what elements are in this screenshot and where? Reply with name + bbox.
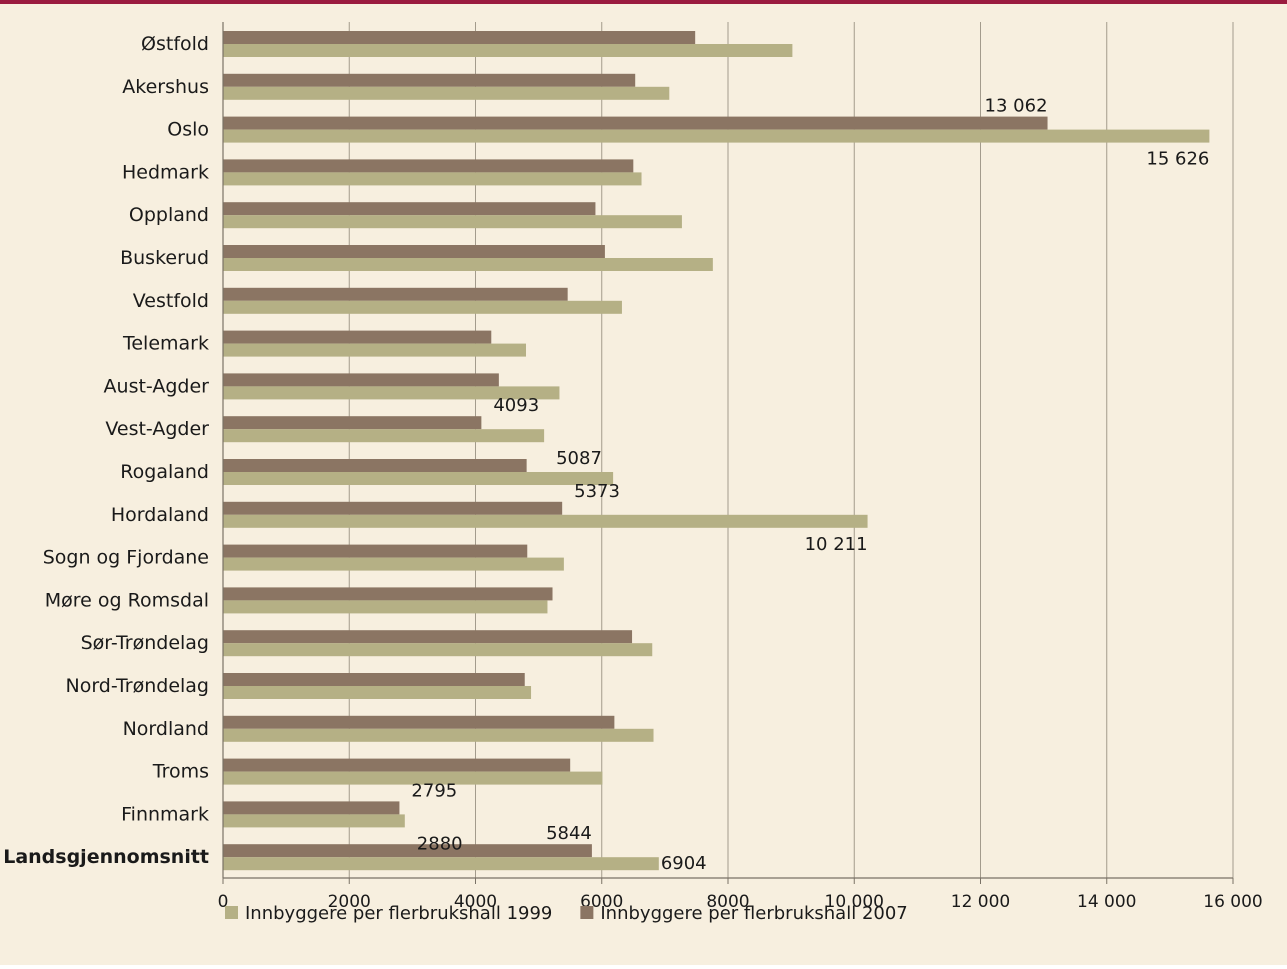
bar-rogaland-1999 <box>223 472 614 485</box>
bar-nord-trondelag-2007 <box>223 673 525 686</box>
category-label-nordland: Nordland <box>123 718 209 740</box>
category-label-telemark: Telemark <box>122 333 209 355</box>
category-label-oslo: Oslo <box>167 119 209 141</box>
data-label-finnmark-1999: 2880 <box>417 833 463 854</box>
bar-telemark-1999 <box>223 343 526 357</box>
bar-aust-agder-1999 <box>223 386 560 400</box>
category-label-finnmark: Finnmark <box>121 803 209 825</box>
bar-oslo-2007 <box>223 116 1048 130</box>
data-label-landsgjennomsnitt-2007: 5844 <box>546 823 592 844</box>
legend-label-2007: Innbyggere per flerbrukshall 2007 <box>600 903 907 924</box>
bar-sogn-og-fjordane-1999 <box>223 557 564 571</box>
x-tick-label: 4000 <box>454 892 497 912</box>
bar-hordaland-1999 <box>223 514 868 528</box>
bar-buskerud-1999 <box>223 258 713 271</box>
category-label-vest-agder: Vest-Agder <box>105 418 209 440</box>
data-label-landsgjennomsnitt-1999: 6904 <box>661 853 707 874</box>
bar-telemark-2007 <box>223 330 492 344</box>
bar-hordaland-2007 <box>223 501 563 515</box>
category-label-aust-agder: Aust-Agder <box>104 375 210 397</box>
category-label-nord-trondelag: Nord-Trøndelag <box>65 675 209 697</box>
bar-sor-trondelag-1999 <box>223 643 653 657</box>
data-label-hordaland-1999: 10 211 <box>805 534 868 555</box>
bar-vest-agder-2007 <box>223 416 482 430</box>
category-label-troms: Troms <box>152 761 209 783</box>
bar-hedmark-1999 <box>223 172 642 186</box>
x-tick-label: 0 <box>218 892 229 912</box>
bar-finnmark-2007 <box>223 801 400 815</box>
bars <box>223 31 1210 871</box>
bar-oppland-1999 <box>223 215 682 229</box>
data-label-hordaland-2007: 5373 <box>574 481 620 502</box>
category-label-vestfold: Vestfold <box>133 290 209 312</box>
legend-swatch-2007 <box>580 906 594 919</box>
bar-vestfold-1999 <box>223 300 622 314</box>
x-tick-label: 12 000 <box>951 892 1010 912</box>
data-label-finnmark-2007: 2795 <box>411 780 457 801</box>
bar-buskerud-2007 <box>223 245 605 258</box>
x-tick-label: 14 000 <box>1077 892 1136 912</box>
bar-akershus-1999 <box>223 86 670 100</box>
bar-landsgjennomsnitt-1999 <box>223 857 659 871</box>
category-label-oppland: Oppland <box>129 204 209 226</box>
bar-troms-2007 <box>223 758 571 772</box>
bar-aust-agder-2007 <box>223 373 499 387</box>
bar-rogaland-2007 <box>223 459 527 472</box>
category-label-landsgjennomsnitt: Landsgjennomsnitt <box>3 846 209 868</box>
data-label-oslo-1999: 15 626 <box>1146 149 1209 170</box>
category-label-ostfold: Østfold <box>141 33 209 55</box>
category-label-hordaland: Hordaland <box>111 504 209 526</box>
bar-ostfold-1999 <box>223 44 793 57</box>
x-axis: 0 2000 4000 6000 8000 10 000 12 000 14 000 16 00… <box>218 22 1263 912</box>
category-label-more-og-romsdal: Møre og Romsdal <box>45 589 209 611</box>
bar-more-og-romsdal-2007 <box>223 587 553 601</box>
bar-akershus-2007 <box>223 73 636 87</box>
bar-vest-agder-1999 <box>223 429 545 443</box>
category-labels: Østfold Akershus Oslo Hedmark Oppland Buskeru… <box>3 33 209 868</box>
bar-more-og-romsdal-1999 <box>223 600 548 614</box>
gridlines <box>348 22 1234 878</box>
bar-ostfold-2007 <box>223 31 696 44</box>
bar-sor-trondelag-2007 <box>223 630 633 644</box>
legend-swatch-1999 <box>225 906 238 919</box>
bar-nordland-1999 <box>223 728 654 742</box>
category-label-sor-trondelag: Sør-Trøndelag <box>81 632 209 654</box>
bar-oslo-1999 <box>223 129 1210 143</box>
data-label-oslo-2007: 13 062 <box>985 96 1048 117</box>
x-tick-label: 8000 <box>706 892 749 912</box>
bar-nordland-2007 <box>223 715 615 729</box>
bar-troms-1999 <box>223 771 603 785</box>
bar-vestfold-2007 <box>223 287 568 301</box>
x-tick-label: 10 000 <box>825 892 884 912</box>
x-tick-label: 16 000 <box>1203 892 1262 912</box>
bar-hedmark-2007 <box>223 159 634 173</box>
bar-oppland-2007 <box>223 202 596 216</box>
data-label-vest-agder-2007: 4093 <box>493 395 539 416</box>
bar-finnmark-1999 <box>223 814 405 828</box>
bar-sogn-og-fjordane-2007 <box>223 544 528 558</box>
bar-chart: 0 2000 4000 6000 8000 10 000 12 000 14 000 16 00… <box>3 22 1263 924</box>
data-label-vest-agder-1999: 5087 <box>556 448 602 469</box>
category-label-hedmark: Hedmark <box>122 161 209 183</box>
category-label-sogn-og-fjordane: Sogn og Fjordane <box>43 547 209 569</box>
legend-label-1999: Innbyggere per flerbrukshall 1999 <box>245 903 552 924</box>
category-label-akershus: Akershus <box>122 76 209 98</box>
bar-landsgjennomsnitt-2007 <box>223 844 592 858</box>
x-tick-label: 2000 <box>328 892 371 912</box>
data-labels: 13 062 15 626 4093 5087 5373 10 211 2795 2880 58… <box>411 96 1209 875</box>
category-label-rogaland: Rogaland <box>120 461 209 483</box>
bar-nord-trondelag-1999 <box>223 686 532 699</box>
legend: Innbyggere per flerbrukshall 1999 Innbygg… <box>225 903 908 924</box>
category-label-buskerud: Buskerud <box>120 247 209 269</box>
